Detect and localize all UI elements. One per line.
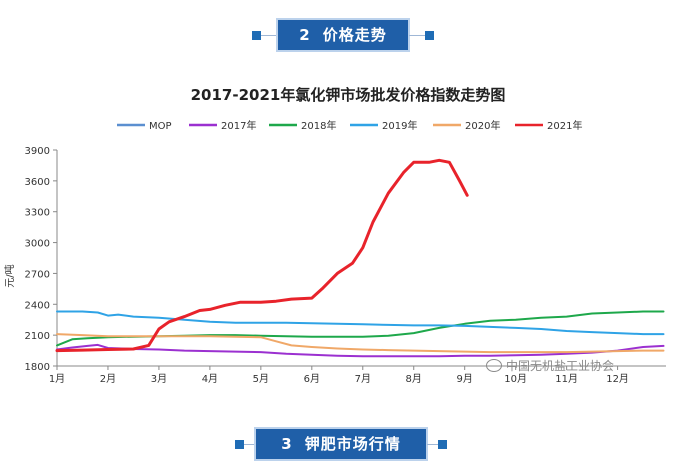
y-axis-label: 元/吨 (3, 264, 16, 287)
header-line-right (409, 35, 427, 36)
chart-title: 2017-2021年氯化钾市场批发价格指数走势图 (191, 86, 506, 104)
section-title-box: 2 价格走势 (276, 18, 410, 52)
legend-label: 2020年 (465, 119, 500, 132)
header-square-left (235, 440, 244, 449)
x-tick-label: 3月 (151, 373, 167, 385)
section-number: 2 (299, 26, 311, 44)
x-tick-label: 10月 (504, 373, 527, 385)
legend-label: 2018年 (301, 119, 336, 132)
y-tick-label: 3300 (25, 208, 50, 219)
header-line-left (238, 444, 268, 445)
y-tick-label: 1800 (25, 362, 50, 373)
header-square-right (425, 31, 434, 40)
x-tick-label: 11月 (555, 373, 578, 385)
series-line-2019年 (56, 310, 665, 336)
section-title: 钾肥市场行情 (304, 435, 401, 453)
x-tick-label: 6月 (304, 373, 320, 385)
y-tick-label: 2100 (25, 331, 50, 342)
legend-label: 2019年 (382, 119, 417, 132)
watermark-text: 中国无机盐工业协会 (506, 359, 615, 373)
series-line-2020年 (56, 333, 665, 354)
header-square-right (438, 440, 447, 449)
price-index-chart: 2017-2021年氯化钾市场批发价格指数走势图 MOP 2017年 2018年 20… (3, 86, 666, 385)
y-tick-label: 2700 (25, 269, 50, 280)
legend-label: 2021年 (547, 119, 582, 132)
legend-label: MOP (149, 121, 172, 132)
header-line-right (427, 444, 441, 445)
section-header-market: 3 钾肥市场行情 (0, 427, 696, 463)
x-tick-label: 1月 (49, 373, 65, 385)
section-number: 3 (281, 435, 293, 453)
y-tick-label: 3900 (25, 146, 50, 157)
section-title: 价格走势 (322, 26, 387, 44)
wechat-icon (486, 359, 502, 372)
y-tick-label: 3600 (25, 177, 50, 188)
section-title-box: 3 钾肥市场行情 (254, 427, 428, 461)
legend-label: 2017年 (221, 119, 256, 132)
x-tick-label: 2月 (100, 373, 116, 385)
x-tick-label: 8月 (406, 373, 422, 385)
section-header-price-trend: 2 价格走势 (0, 18, 696, 54)
series-layer (55, 158, 665, 358)
axes: 1800 2100 2400 2700 3000 3300 3600 3900 1月 2月 3月 4月… (3, 146, 666, 385)
x-tick-label: 5月 (253, 373, 269, 385)
header-square-left (252, 31, 261, 40)
series-line-2021年 (55, 158, 469, 353)
x-tick-label: 9月 (457, 373, 473, 385)
x-tick-label: 7月 (355, 373, 371, 385)
header-line-left (255, 35, 285, 36)
legend: MOP 2017年 2018年 2019年 2020年 2021年 (117, 119, 582, 132)
watermark: 中国无机盐工业协会 (486, 357, 614, 374)
y-tick-label: 2400 (25, 300, 50, 311)
y-tick-label: 3000 (25, 239, 50, 250)
x-tick-label: 4月 (202, 373, 218, 385)
x-tick-label: 12月 (606, 373, 629, 385)
